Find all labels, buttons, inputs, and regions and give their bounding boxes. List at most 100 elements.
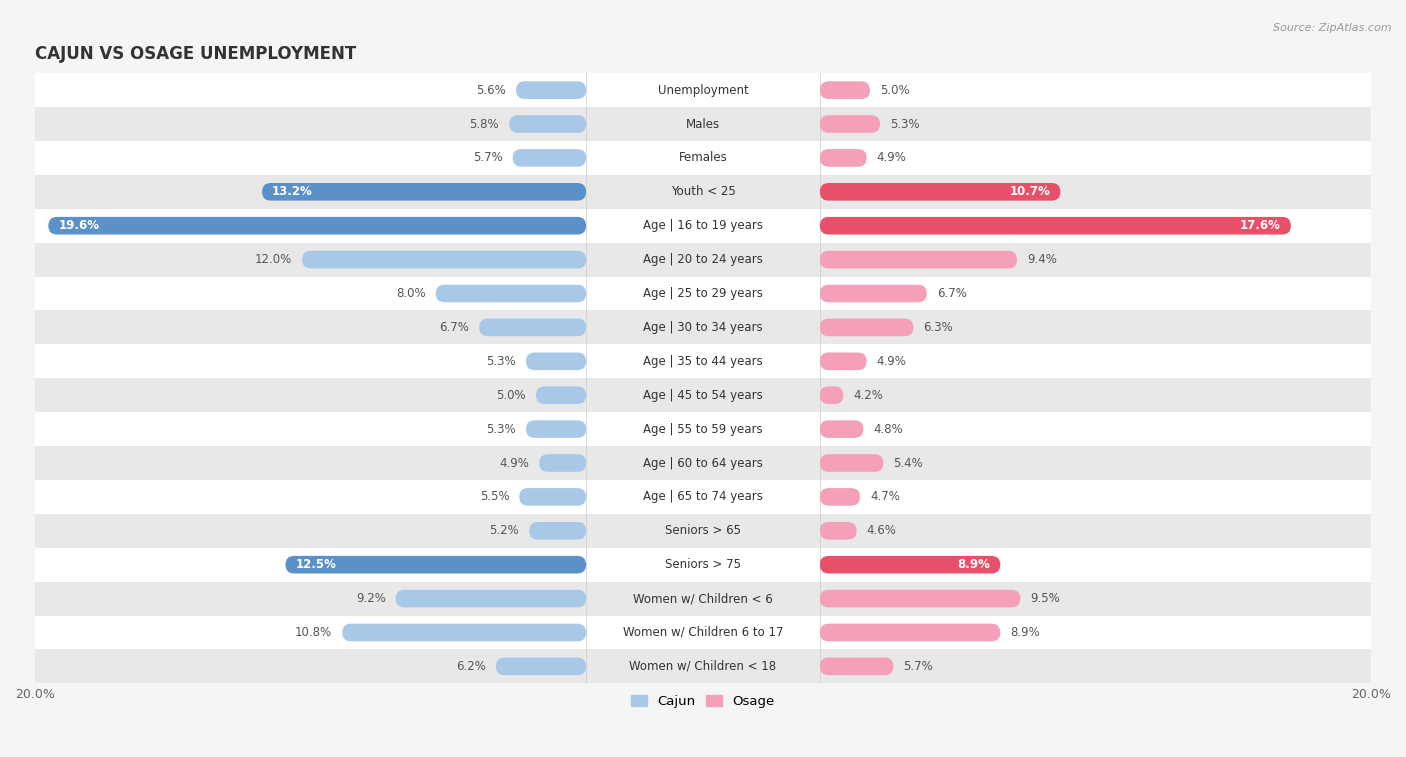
Text: 4.6%: 4.6% bbox=[866, 525, 897, 537]
FancyBboxPatch shape bbox=[302, 251, 586, 269]
Text: 10.8%: 10.8% bbox=[295, 626, 332, 639]
Text: Age | 20 to 24 years: Age | 20 to 24 years bbox=[643, 253, 763, 266]
Text: 17.6%: 17.6% bbox=[1240, 220, 1281, 232]
Bar bbox=[35, 175, 1371, 209]
FancyBboxPatch shape bbox=[820, 115, 880, 132]
Bar bbox=[35, 209, 1371, 243]
FancyBboxPatch shape bbox=[540, 454, 586, 472]
FancyBboxPatch shape bbox=[820, 522, 856, 540]
Text: CAJUN VS OSAGE UNEMPLOYMENT: CAJUN VS OSAGE UNEMPLOYMENT bbox=[35, 45, 356, 64]
Text: 4.7%: 4.7% bbox=[870, 491, 900, 503]
Text: Youth < 25: Youth < 25 bbox=[671, 185, 735, 198]
FancyBboxPatch shape bbox=[513, 149, 586, 167]
FancyBboxPatch shape bbox=[820, 285, 927, 302]
Text: 5.0%: 5.0% bbox=[880, 83, 910, 97]
Text: 4.9%: 4.9% bbox=[499, 456, 529, 469]
Text: 4.2%: 4.2% bbox=[853, 388, 883, 402]
Bar bbox=[35, 581, 1371, 615]
Bar bbox=[35, 514, 1371, 548]
Text: Females: Females bbox=[679, 151, 727, 164]
FancyBboxPatch shape bbox=[820, 149, 866, 167]
Text: 5.2%: 5.2% bbox=[489, 525, 519, 537]
FancyBboxPatch shape bbox=[820, 217, 1291, 235]
FancyBboxPatch shape bbox=[820, 590, 1021, 607]
FancyBboxPatch shape bbox=[526, 420, 586, 438]
Text: 5.8%: 5.8% bbox=[470, 117, 499, 130]
FancyBboxPatch shape bbox=[820, 353, 866, 370]
FancyBboxPatch shape bbox=[395, 590, 586, 607]
FancyBboxPatch shape bbox=[820, 251, 1017, 269]
Text: 6.7%: 6.7% bbox=[439, 321, 470, 334]
Bar bbox=[35, 243, 1371, 276]
Text: 6.7%: 6.7% bbox=[936, 287, 967, 300]
Text: 5.3%: 5.3% bbox=[486, 355, 516, 368]
Bar bbox=[35, 141, 1371, 175]
FancyBboxPatch shape bbox=[285, 556, 586, 574]
Text: 4.9%: 4.9% bbox=[877, 355, 907, 368]
FancyBboxPatch shape bbox=[820, 386, 844, 404]
Text: 8.9%: 8.9% bbox=[1011, 626, 1040, 639]
FancyBboxPatch shape bbox=[479, 319, 586, 336]
FancyBboxPatch shape bbox=[820, 81, 870, 99]
Bar bbox=[35, 378, 1371, 412]
Text: 5.7%: 5.7% bbox=[904, 660, 934, 673]
Text: 9.2%: 9.2% bbox=[356, 592, 385, 605]
Text: 8.9%: 8.9% bbox=[957, 558, 990, 572]
Text: Age | 60 to 64 years: Age | 60 to 64 years bbox=[643, 456, 763, 469]
FancyBboxPatch shape bbox=[496, 658, 586, 675]
Bar bbox=[35, 412, 1371, 446]
Text: 4.9%: 4.9% bbox=[877, 151, 907, 164]
Text: 5.5%: 5.5% bbox=[479, 491, 509, 503]
Text: 6.2%: 6.2% bbox=[456, 660, 486, 673]
Text: Age | 16 to 19 years: Age | 16 to 19 years bbox=[643, 220, 763, 232]
Text: Age | 35 to 44 years: Age | 35 to 44 years bbox=[643, 355, 763, 368]
Bar bbox=[35, 310, 1371, 344]
FancyBboxPatch shape bbox=[820, 183, 1060, 201]
Text: 5.3%: 5.3% bbox=[890, 117, 920, 130]
Text: 4.8%: 4.8% bbox=[873, 422, 903, 435]
Text: 5.4%: 5.4% bbox=[893, 456, 924, 469]
Text: 19.6%: 19.6% bbox=[58, 220, 100, 232]
Text: Males: Males bbox=[686, 117, 720, 130]
Text: Age | 30 to 34 years: Age | 30 to 34 years bbox=[643, 321, 763, 334]
Text: 6.3%: 6.3% bbox=[924, 321, 953, 334]
Text: Age | 65 to 74 years: Age | 65 to 74 years bbox=[643, 491, 763, 503]
Bar bbox=[35, 446, 1371, 480]
Bar bbox=[35, 548, 1371, 581]
Bar bbox=[35, 650, 1371, 684]
Bar bbox=[35, 107, 1371, 141]
Legend: Cajun, Osage: Cajun, Osage bbox=[626, 690, 780, 713]
Text: Unemployment: Unemployment bbox=[658, 83, 748, 97]
FancyBboxPatch shape bbox=[820, 454, 883, 472]
Text: Age | 45 to 54 years: Age | 45 to 54 years bbox=[643, 388, 763, 402]
Bar bbox=[35, 480, 1371, 514]
FancyBboxPatch shape bbox=[509, 115, 586, 132]
FancyBboxPatch shape bbox=[526, 353, 586, 370]
Text: 5.7%: 5.7% bbox=[472, 151, 502, 164]
FancyBboxPatch shape bbox=[436, 285, 586, 302]
Text: Women w/ Children < 18: Women w/ Children < 18 bbox=[630, 660, 776, 673]
Text: Seniors > 65: Seniors > 65 bbox=[665, 525, 741, 537]
Text: 12.0%: 12.0% bbox=[254, 253, 292, 266]
FancyBboxPatch shape bbox=[519, 488, 586, 506]
Bar bbox=[35, 615, 1371, 650]
FancyBboxPatch shape bbox=[516, 81, 586, 99]
FancyBboxPatch shape bbox=[820, 420, 863, 438]
FancyBboxPatch shape bbox=[820, 319, 914, 336]
Text: 10.7%: 10.7% bbox=[1010, 185, 1050, 198]
FancyBboxPatch shape bbox=[820, 488, 860, 506]
Text: Age | 55 to 59 years: Age | 55 to 59 years bbox=[643, 422, 763, 435]
Text: 8.0%: 8.0% bbox=[396, 287, 426, 300]
FancyBboxPatch shape bbox=[342, 624, 586, 641]
FancyBboxPatch shape bbox=[48, 217, 586, 235]
Bar bbox=[35, 73, 1371, 107]
Text: 5.0%: 5.0% bbox=[496, 388, 526, 402]
Text: 13.2%: 13.2% bbox=[273, 185, 314, 198]
FancyBboxPatch shape bbox=[820, 556, 1000, 574]
Text: Women w/ Children < 6: Women w/ Children < 6 bbox=[633, 592, 773, 605]
Text: 9.4%: 9.4% bbox=[1026, 253, 1057, 266]
FancyBboxPatch shape bbox=[820, 624, 1000, 641]
Bar bbox=[35, 344, 1371, 378]
Text: 5.3%: 5.3% bbox=[486, 422, 516, 435]
Text: Women w/ Children 6 to 17: Women w/ Children 6 to 17 bbox=[623, 626, 783, 639]
